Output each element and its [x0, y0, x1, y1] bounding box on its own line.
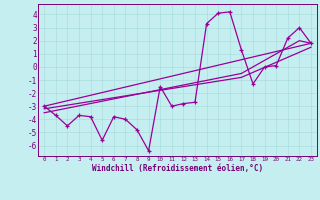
- X-axis label: Windchill (Refroidissement éolien,°C): Windchill (Refroidissement éolien,°C): [92, 164, 263, 173]
